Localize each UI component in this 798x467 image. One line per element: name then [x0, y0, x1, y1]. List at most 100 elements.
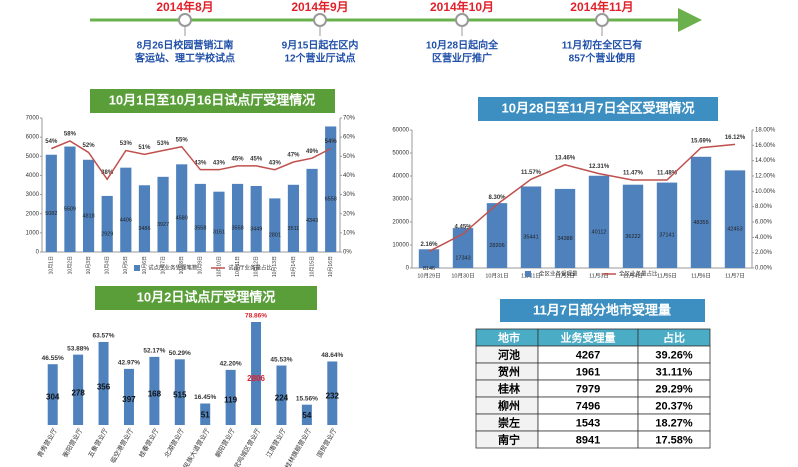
bar-value-label: 3558: [231, 225, 243, 231]
y-tick-label: 0: [406, 266, 410, 272]
table-cell-text: 31.11%: [656, 366, 693, 378]
table-cell-text: 7979: [576, 383, 600, 395]
bar-value-label: 2929: [101, 231, 113, 237]
line-value-label: 51%: [138, 145, 151, 151]
y2-tick-label: 2.00%: [755, 250, 773, 256]
bar-value-label: 3511: [288, 226, 300, 232]
x-tick-label: 国贸营业厅: [314, 426, 338, 459]
y2-tick-label: 50%: [343, 154, 356, 160]
x-tick-label: 10月12日: [254, 256, 260, 277]
bar-count-label: 356: [97, 383, 111, 392]
timeline-node: [595, 13, 609, 27]
x-tick-label: 青秀营业厅: [35, 426, 59, 459]
y2-tick-label: 6.00%: [755, 220, 773, 226]
y-tick-label: 5000: [26, 154, 40, 160]
y2-tick-label: 4.00%: [755, 235, 773, 241]
bar: [98, 341, 109, 425]
y2-tick-label: 60%: [343, 135, 356, 141]
x-tick-label: 11月3日: [589, 272, 609, 279]
x-tick-label: 11月2日: [555, 272, 575, 279]
x-tick-label: 10月15日: [309, 256, 315, 277]
x-tick-label: 北湖营业厅: [162, 426, 186, 459]
bar-value-label: 17343: [455, 256, 470, 262]
x-tick-label: 10月30日: [451, 272, 474, 279]
table-cell-text: 1543: [576, 417, 600, 429]
bar-value-label: 16.45%: [194, 394, 216, 401]
table-cell-text: 贺州: [497, 364, 520, 378]
bar: [656, 182, 678, 268]
y2-tick-label: 0.00%: [755, 266, 773, 272]
bar-value-label: 52.17%: [143, 348, 165, 355]
y-tick-label: 40000: [392, 174, 409, 180]
bar-value-label: 40112: [592, 229, 607, 235]
y2-tick-label: 8.00%: [755, 204, 773, 210]
bar-value-label: 78.86%: [245, 313, 267, 320]
line-value-label: 8.30%: [488, 195, 506, 201]
timeline-text: 11月初在全区已有: [562, 39, 643, 52]
bar-value-label: 50.29%: [169, 350, 191, 357]
y2-tick-label: 20%: [343, 211, 356, 217]
bar-value-label: 42.97%: [118, 360, 140, 367]
title-banner: [500, 299, 705, 322]
line-value-label: 53%: [157, 141, 170, 147]
bar: [174, 359, 185, 425]
bar: [101, 195, 113, 252]
bar-value-label: 2801: [269, 233, 281, 239]
y-tick-label: 50000: [392, 151, 409, 157]
line-value-label: 49%: [306, 149, 319, 155]
x-tick-label: 临空港营业厅: [108, 426, 136, 465]
timeline-text: 客运站、理工学校试点: [134, 52, 235, 65]
bar: [157, 176, 169, 252]
bar: [301, 404, 312, 425]
legend-label: 全区业务受理量: [539, 269, 578, 277]
x-tick-label: 11月7日: [725, 272, 745, 279]
table-header-text: 地市: [498, 330, 520, 344]
bar-value-label: 37141: [659, 233, 674, 239]
table-cell: [637, 430, 711, 449]
line-value-label: 15.69%: [691, 138, 712, 144]
table-cell-text: 1961: [576, 366, 600, 378]
bar: [225, 369, 236, 425]
y-tick-label: 4000: [26, 173, 40, 179]
line-value-label: 38%: [101, 170, 114, 176]
x-tick-label: 10月7日: [160, 256, 166, 274]
x-tick-label: 11月5日: [657, 272, 677, 279]
timeline-text: 8月26日校园营销江南: [137, 39, 234, 52]
bar: [213, 191, 225, 252]
x-tick-label: 10月8日: [179, 256, 185, 274]
timeline-node: [178, 13, 192, 27]
bar-count-label: 168: [148, 389, 162, 398]
bar: [622, 184, 644, 268]
y2-tick-label: 40%: [343, 173, 356, 179]
x-tick-label: 衡阳营业厅: [60, 426, 84, 459]
bar-value-label: 4406: [120, 217, 132, 223]
bar-value-label: 3486: [138, 226, 150, 232]
line-value-label: 12.31%: [589, 164, 610, 170]
timeline-text: 857个营业使用: [569, 52, 636, 65]
table-cell-text: 29.29%: [655, 383, 693, 395]
x-tick-label: 江南营业厅: [264, 426, 288, 459]
table-cell-text: 南宁: [498, 432, 520, 446]
bar-value-label: 48355: [693, 220, 708, 226]
legend-label: 试点厅业务受理笔数: [148, 263, 198, 271]
y-tick-label: 60000: [392, 128, 409, 134]
bar: [250, 185, 262, 252]
table-cell-text: 河池: [498, 347, 520, 361]
x-tick-label: 武鸣城区营业厅: [232, 426, 263, 467]
bar: [287, 184, 300, 252]
bar-value-label: 5082: [45, 211, 57, 217]
bar-value-label: 34388: [557, 236, 572, 242]
line: [428, 143, 736, 253]
line-value-label: 11.48%: [657, 171, 678, 177]
bar: [276, 365, 287, 425]
line-value-label: 4.45%: [454, 224, 472, 230]
bar-value-label: 15.56%: [296, 395, 318, 402]
y2-tick-label: 18.00%: [755, 128, 776, 134]
timeline-date: 2014年11月: [570, 0, 633, 14]
bar: [194, 183, 206, 252]
timeline-date: 2014年9月: [291, 0, 348, 14]
y-tick-label: 7000: [26, 116, 40, 122]
bar-count-label: 304: [46, 393, 60, 402]
y2-tick-label: 0%: [343, 250, 352, 256]
table-cell-text: 4267: [576, 349, 600, 361]
